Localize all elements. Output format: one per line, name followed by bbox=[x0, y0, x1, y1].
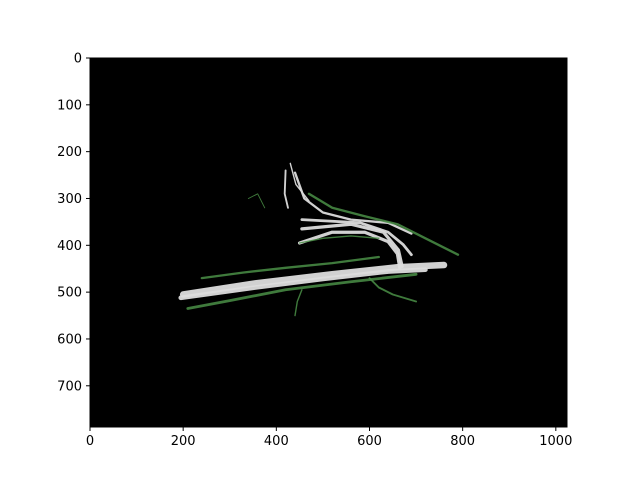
road-feature-0 bbox=[179, 261, 448, 298]
y-tick-label: 600 bbox=[57, 332, 82, 347]
y-tick-label: 0 bbox=[74, 52, 82, 67]
y-tick-label: 200 bbox=[57, 145, 82, 160]
y-tick-label: 100 bbox=[57, 98, 82, 113]
y-tick-label: 400 bbox=[57, 239, 82, 254]
x-tick-label: 1000 bbox=[539, 434, 572, 449]
y-tick-label: 500 bbox=[57, 286, 82, 301]
vegetation-feature-8 bbox=[307, 192, 460, 256]
road-feature-5 bbox=[293, 171, 413, 235]
plot-area bbox=[90, 58, 567, 427]
x-tick-label: 800 bbox=[450, 434, 475, 449]
road-feature-2 bbox=[297, 230, 402, 270]
road-feature-4 bbox=[300, 218, 413, 257]
x-tick-label: 200 bbox=[171, 434, 196, 449]
y-tick-label: 700 bbox=[57, 379, 82, 394]
road-feature-1 bbox=[178, 267, 428, 301]
vegetation-feature-12 bbox=[368, 277, 418, 303]
x-tick-label: 0 bbox=[86, 434, 94, 449]
x-tick-label: 600 bbox=[357, 434, 382, 449]
road-feature-3 bbox=[300, 222, 404, 269]
road-feature-6 bbox=[289, 162, 310, 202]
axes-frame bbox=[89, 57, 568, 428]
image-features bbox=[178, 162, 460, 317]
image-background bbox=[90, 58, 567, 427]
x-tick-label: 400 bbox=[264, 434, 289, 449]
x-axis: 0 200 400 600 800 1000 bbox=[86, 427, 572, 449]
vegetation-feature-11 bbox=[298, 235, 380, 244]
road-feature-7 bbox=[283, 169, 289, 209]
vegetation-feature-13 bbox=[294, 289, 303, 317]
vegetation-feature-14 bbox=[247, 193, 266, 209]
vegetation-feature-10 bbox=[200, 255, 380, 280]
y-tick-label: 300 bbox=[57, 192, 82, 207]
y-axis: 0 100 200 300 400 500 600 700 bbox=[57, 52, 90, 394]
vegetation-feature-9 bbox=[186, 272, 418, 310]
